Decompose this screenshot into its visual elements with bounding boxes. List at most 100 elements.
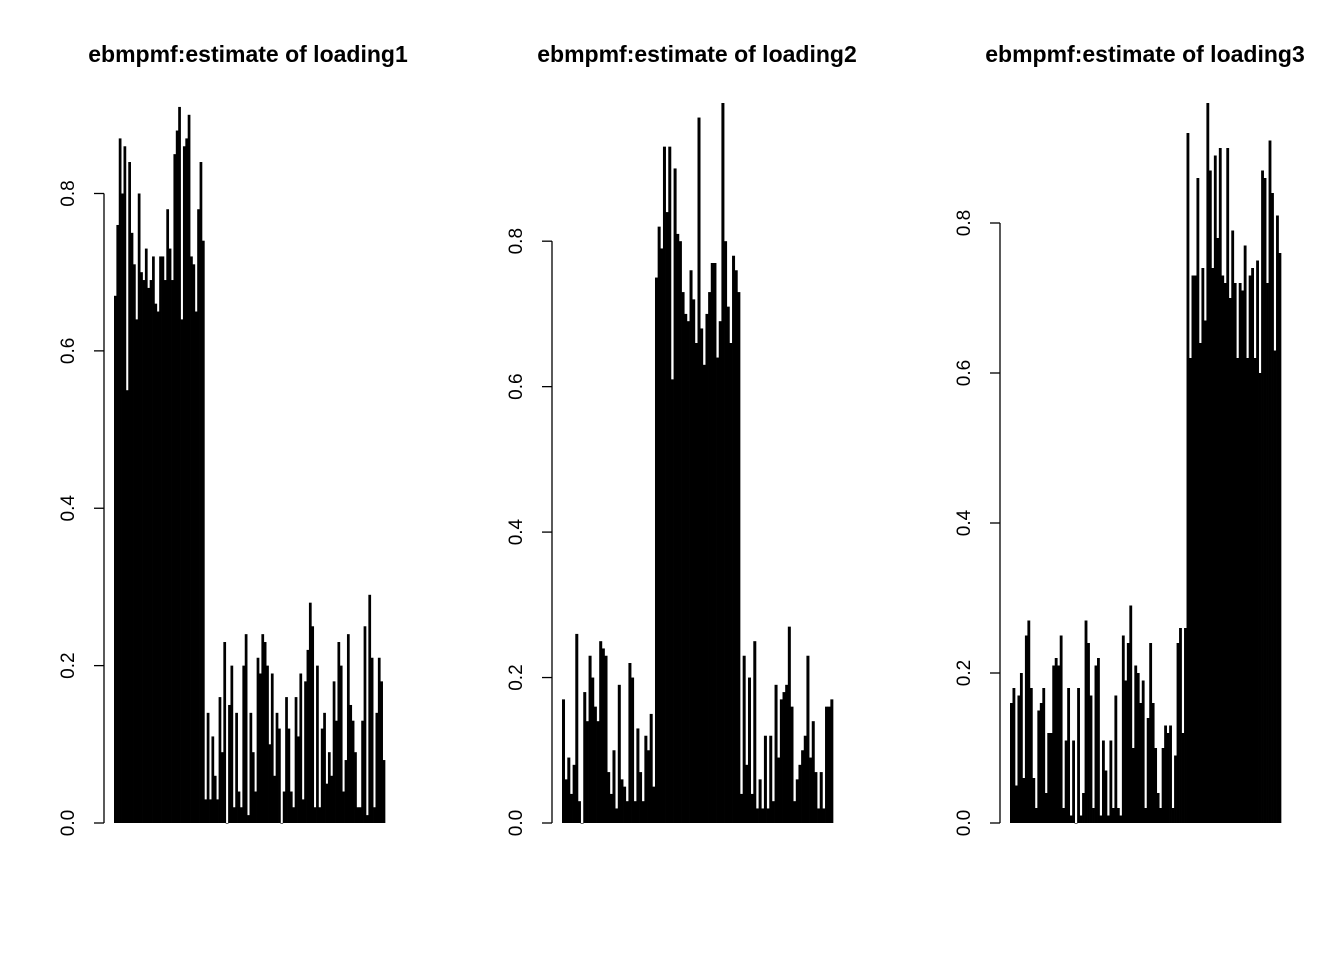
bar — [163, 280, 167, 823]
bar — [206, 712, 210, 823]
bar — [225, 823, 229, 824]
bar — [178, 106, 181, 824]
bar — [1223, 283, 1227, 823]
chart-title: ebmpmf:estimate of loading1 — [88, 41, 408, 67]
bar — [1181, 733, 1185, 823]
bar — [1206, 103, 1210, 823]
bar — [1191, 275, 1195, 823]
bar — [356, 807, 360, 823]
bar — [639, 772, 643, 823]
bar — [1211, 268, 1215, 823]
bar — [1193, 275, 1197, 823]
bar — [294, 697, 298, 823]
bar — [171, 280, 174, 823]
y-tick-label: 0.2 — [954, 660, 975, 686]
bar — [1119, 815, 1123, 823]
bar — [1094, 665, 1098, 823]
bar — [182, 146, 186, 823]
bar — [114, 295, 117, 823]
bar — [1256, 260, 1259, 823]
bar — [1111, 808, 1115, 823]
bar — [1271, 193, 1274, 823]
bar — [1059, 635, 1063, 823]
bar — [239, 807, 243, 823]
bar — [623, 786, 627, 823]
bar — [1198, 343, 1202, 823]
bar — [747, 677, 751, 823]
bar — [1169, 725, 1172, 823]
bar — [1243, 245, 1247, 823]
bar — [806, 655, 810, 823]
bar — [1221, 275, 1225, 823]
bar — [716, 357, 720, 823]
panel-loading3: ebmpmf:estimate of loading3 0.0 0.2 0.4 0.6… — [954, 41, 1305, 836]
bar — [708, 292, 712, 824]
bar — [726, 306, 730, 823]
bar — [673, 168, 677, 823]
bar — [588, 655, 592, 823]
bar — [370, 657, 374, 823]
bar — [363, 626, 367, 823]
bar — [787, 626, 791, 823]
bar — [1136, 673, 1140, 823]
bar — [316, 665, 319, 823]
bar — [235, 712, 238, 823]
bar — [299, 673, 303, 823]
bar — [1049, 733, 1053, 823]
bar — [1131, 748, 1135, 823]
bar — [1236, 358, 1240, 823]
bar — [351, 720, 355, 823]
bar — [1089, 695, 1093, 823]
bar — [266, 665, 269, 823]
bar — [201, 240, 205, 823]
bar — [1126, 643, 1130, 823]
bar — [339, 665, 343, 823]
bar — [649, 713, 653, 823]
bar — [1129, 605, 1133, 823]
bar — [1099, 815, 1103, 823]
bar — [254, 791, 257, 823]
bar — [1097, 658, 1100, 823]
bar — [1149, 643, 1153, 823]
bar — [128, 162, 131, 823]
bar — [678, 241, 682, 823]
y-tick-label: 0.4 — [58, 495, 79, 522]
bar — [713, 263, 717, 823]
bar — [268, 744, 272, 823]
bar — [763, 735, 767, 823]
bar — [1024, 635, 1028, 823]
bar — [774, 684, 778, 823]
bar — [569, 793, 573, 823]
bar — [1156, 793, 1160, 823]
bar — [1186, 133, 1190, 823]
bar — [144, 248, 148, 823]
bar — [1226, 148, 1230, 823]
bar — [216, 799, 219, 823]
bar — [325, 783, 329, 823]
bar — [373, 807, 376, 823]
y-tick-label: 0.2 — [58, 652, 79, 678]
bar — [633, 801, 637, 823]
bar — [209, 799, 212, 823]
bar — [256, 657, 260, 823]
bar — [199, 162, 203, 823]
bar — [798, 764, 802, 823]
bar — [121, 193, 124, 824]
bar — [285, 697, 288, 823]
bar — [825, 706, 829, 823]
bar — [785, 684, 789, 823]
bar — [652, 786, 656, 823]
bar — [631, 677, 635, 823]
bar — [721, 103, 725, 823]
bar — [1032, 778, 1036, 823]
chart-title: ebmpmf:estimate of loading3 — [985, 41, 1304, 67]
bar — [375, 712, 379, 823]
bar — [1052, 665, 1056, 823]
bar — [753, 641, 757, 823]
bar — [564, 779, 568, 823]
bar — [1166, 733, 1170, 823]
bar — [1074, 823, 1078, 824]
bar — [1092, 808, 1095, 823]
bar — [156, 311, 160, 823]
